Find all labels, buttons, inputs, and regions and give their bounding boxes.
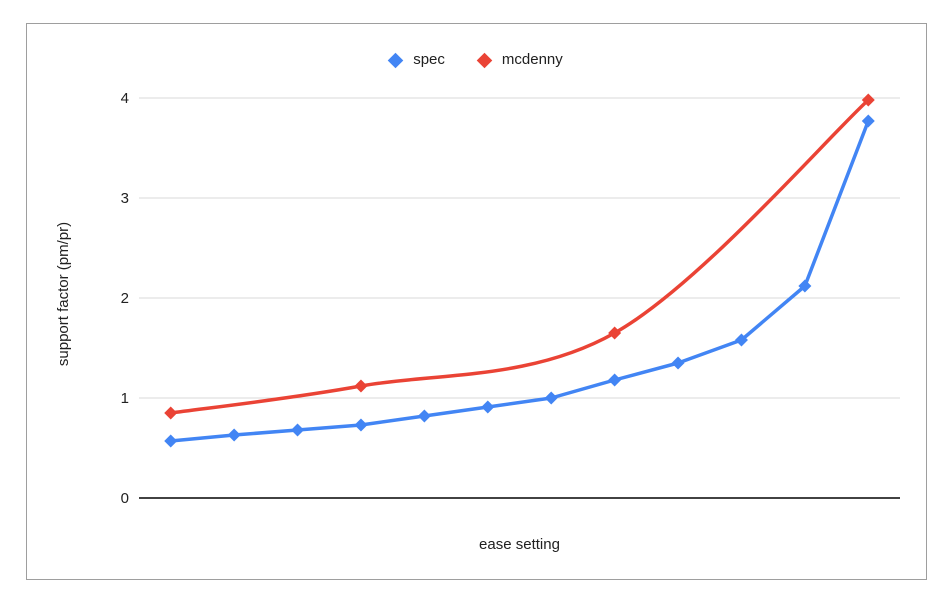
plot-area: 0 1 2 3 4 bbox=[121, 90, 900, 507]
spec-point-marker[interactable] bbox=[671, 356, 685, 370]
spec-point-marker[interactable] bbox=[608, 373, 622, 387]
legend-label-mcdenny: mcdenny bbox=[501, 51, 563, 68]
mcdenny-diamond-icon bbox=[476, 52, 493, 68]
spec-point-marker[interactable] bbox=[417, 409, 431, 423]
y-tick-label: 0 bbox=[121, 490, 129, 507]
y-tick-label: 1 bbox=[121, 390, 129, 407]
spec-point-marker[interactable] bbox=[164, 434, 178, 448]
y-tick-label: 4 bbox=[121, 90, 129, 107]
y-tick-label: 3 bbox=[121, 190, 129, 207]
legend-label-spec: spec bbox=[413, 51, 445, 68]
spec-diamond-icon bbox=[387, 52, 404, 68]
chart-container: 0 1 2 3 4 spec mcdenny ease setting support … bbox=[26, 23, 927, 580]
spec-point-marker[interactable] bbox=[354, 418, 368, 432]
mcdenny-point-marker[interactable] bbox=[608, 326, 622, 340]
legend: spec mcdenny bbox=[27, 50, 926, 70]
mcdenny-line bbox=[168, 98, 871, 415]
spec-point-marker[interactable] bbox=[861, 114, 875, 128]
spec-line bbox=[168, 119, 871, 443]
spec-point-marker[interactable] bbox=[291, 423, 305, 437]
mcdenny-point-marker[interactable] bbox=[164, 406, 178, 420]
spec-point-marker[interactable] bbox=[544, 391, 558, 405]
spec-point-marker[interactable] bbox=[227, 428, 241, 442]
mcdenny-point-marker[interactable] bbox=[354, 379, 368, 393]
spec-point-marker[interactable] bbox=[481, 400, 495, 414]
x-axis-title: ease setting bbox=[479, 536, 560, 553]
y-axis-title: support factor (pm/pr) bbox=[55, 221, 72, 367]
y-tick-label: 2 bbox=[121, 290, 129, 307]
legend-item-spec[interactable]: spec bbox=[387, 51, 445, 69]
mcdenny-point-marker[interactable] bbox=[861, 93, 875, 107]
spec-point-marker[interactable] bbox=[798, 279, 812, 293]
legend-item-mcdenny[interactable]: mcdenny bbox=[476, 51, 563, 69]
spec-point-marker[interactable] bbox=[734, 333, 748, 347]
